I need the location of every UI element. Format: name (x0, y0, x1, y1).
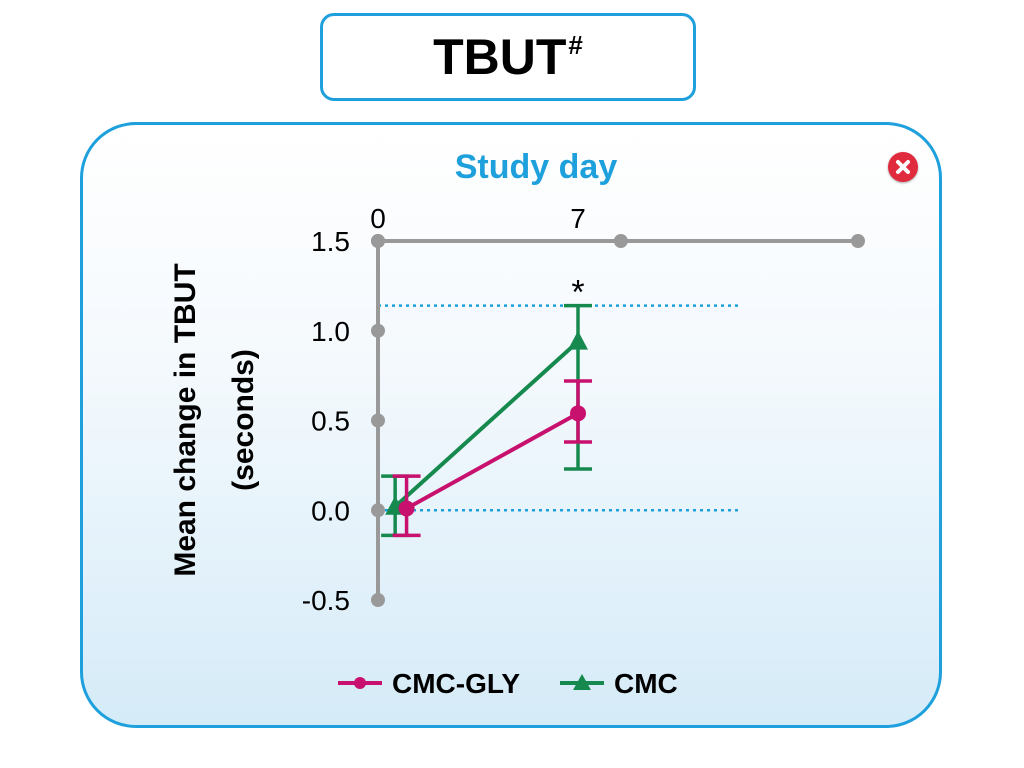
series-line-cmc-gly (405, 411, 579, 511)
top-axis-label: Study day (455, 148, 618, 186)
close-button[interactable] (888, 152, 918, 182)
y-tick-marker (371, 323, 385, 338)
y-tick-label: -0.5 (302, 585, 350, 616)
legend-marker-cmc (573, 674, 591, 690)
legend-label-cmc: CMC (614, 668, 678, 699)
x-tick-marker (851, 234, 865, 248)
x-tick-label: 7 (570, 203, 586, 234)
y-axis-label-line2: (seconds) (227, 349, 260, 491)
y-tick-label: 0.5 (311, 406, 350, 437)
y-tick-marker (371, 593, 385, 607)
x-tick-marker (613, 234, 628, 248)
reference-lines (378, 304, 740, 512)
data-point-cmc-gly (570, 405, 586, 422)
y-tick-label: 1.0 (311, 316, 350, 347)
y-tick-label: 0.0 (311, 495, 350, 526)
close-icon (896, 160, 910, 174)
x-tick-label: 0 (370, 203, 386, 234)
y-tick-label: 1.5 (311, 226, 350, 257)
series-line-cmc (393, 340, 580, 509)
y-tick-marker (371, 503, 385, 518)
data-point-cmc (568, 330, 588, 350)
chart-panel (80, 122, 942, 728)
legend-marker-cmc-gly (354, 677, 366, 689)
axes: -0.5 0.0 0.5 1.0 1.5 0 7 * (302, 203, 865, 616)
legend-label-cmc-gly: CMC-GLY (392, 668, 520, 699)
title-box: TBUT# (320, 13, 696, 101)
significance-marker: * (571, 273, 584, 311)
title-text: TBUT (433, 29, 567, 85)
y-axis-label-line1: Mean change in TBUT (169, 263, 202, 576)
legend: CMC-GLY CMC (338, 668, 678, 699)
page-title: TBUT# (433, 32, 583, 82)
series-layer (381, 303, 592, 538)
y-tick-marker (371, 413, 385, 428)
data-point-cmc-gly (398, 500, 415, 517)
title-superscript: # (568, 30, 583, 60)
x-tick-marker (371, 234, 385, 248)
